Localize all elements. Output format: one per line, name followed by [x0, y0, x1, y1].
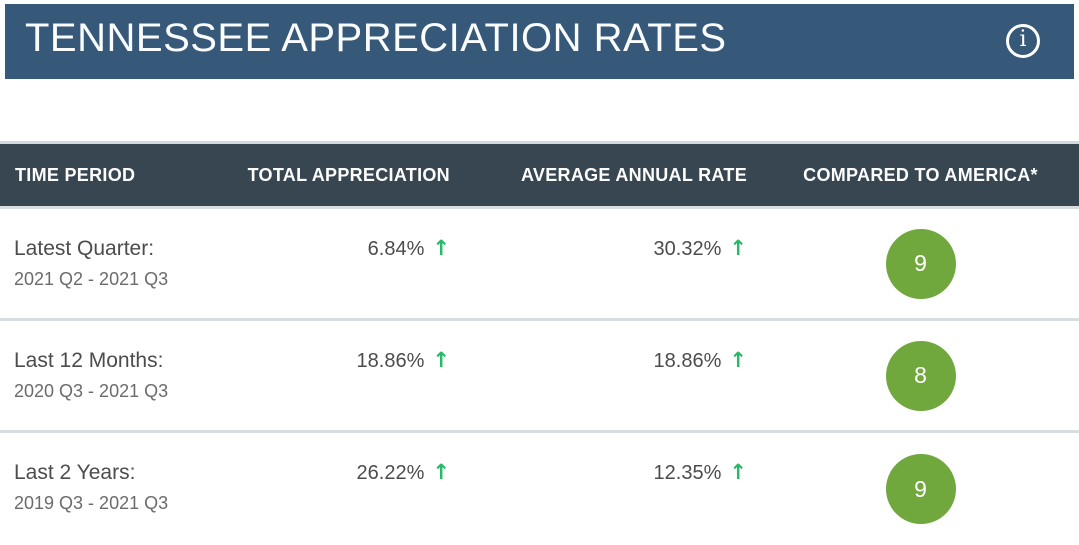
period-range: 2020 Q3 - 2021 Q3 [14, 381, 169, 402]
up-arrow-icon: ↑ [729, 460, 747, 484]
rank-badge: 9 [885, 454, 956, 524]
period-label: Latest Quarter: [14, 237, 155, 260]
up-arrow-icon: ↑ [432, 348, 450, 372]
appreciation-rates-table: TIME PERIOD TOTAL APPRECIATION AVERAGE A… [0, 141, 1079, 545]
column-header-time-period: TIME PERIOD [15, 164, 136, 185]
average-annual-rate-cell: 18.86% ↑ [465, 321, 762, 430]
rank-badge: 9 [885, 228, 956, 299]
total-appreciation-value: 18.86% [356, 350, 425, 372]
average-annual-rate-cell: 30.32% ↑ [465, 209, 762, 318]
up-arrow-icon: ↑ [729, 236, 747, 260]
column-header-average-annual-rate: AVERAGE ANNUAL RATE [520, 164, 747, 185]
average-annual-rate-value: 12.35% [653, 462, 722, 484]
info-icon[interactable]: i [1006, 23, 1040, 58]
period-range: 2021 Q2 - 2021 Q3 [14, 269, 169, 290]
average-annual-rate-value: 30.32% [653, 238, 722, 260]
up-arrow-icon: ↑ [432, 236, 450, 260]
up-arrow-icon: ↑ [729, 348, 747, 372]
rank-badge: 8 [885, 340, 956, 411]
average-annual-rate-value: 18.86% [653, 350, 722, 372]
table-row-last-2-years: Last 2 Years: 2019 Q3 - 2021 Q3 26.22% ↑ … [0, 433, 1079, 545]
average-annual-rate-cell: 12.35% ↑ [465, 433, 762, 545]
table-row-last-12-months: Last 12 Months: 2020 Q3 - 2021 Q3 18.86%… [0, 321, 1079, 433]
rank-value: 9 [914, 250, 927, 276]
table-row-latest-quarter: Latest Quarter: 2021 Q2 - 2021 Q3 6.84% ↑… [0, 209, 1079, 321]
total-appreciation-value: 6.84% [367, 238, 425, 260]
page-title: TENNESSEE APPRECIATION RATES [25, 16, 727, 60]
compared-to-america-cell: 8 [762, 321, 1079, 430]
column-header-total-appreciation: TOTAL APPRECIATION [247, 164, 450, 185]
time-period-cell: Last 12 Months: 2020 Q3 - 2021 Q3 [0, 321, 245, 430]
time-period-cell: Last 2 Years: 2019 Q3 - 2021 Q3 [0, 433, 245, 545]
table-header-row: TIME PERIOD TOTAL APPRECIATION AVERAGE A… [0, 141, 1079, 209]
compared-to-america-cell: 9 [762, 209, 1079, 318]
time-period-cell: Latest Quarter: 2021 Q2 - 2021 Q3 [0, 209, 245, 318]
rank-value: 9 [914, 475, 927, 502]
total-appreciation-cell: 6.84% ↑ [245, 209, 465, 318]
period-label: Last 2 Years: [14, 461, 136, 484]
total-appreciation-value: 26.22% [356, 462, 425, 484]
page-header: TENNESSEE APPRECIATION RATES i [5, 4, 1074, 79]
column-header-compared-to-america: COMPARED TO AMERICA* [803, 164, 1038, 185]
rank-value: 8 [914, 362, 927, 388]
total-appreciation-cell: 26.22% ↑ [245, 433, 465, 545]
up-arrow-icon: ↑ [432, 460, 450, 484]
compared-to-america-cell: 9 [762, 433, 1079, 545]
total-appreciation-cell: 18.86% ↑ [245, 321, 465, 430]
info-icon-glyph: i [1019, 26, 1027, 52]
period-range: 2019 Q3 - 2021 Q3 [14, 493, 169, 514]
period-label: Last 12 Months: [14, 349, 164, 372]
